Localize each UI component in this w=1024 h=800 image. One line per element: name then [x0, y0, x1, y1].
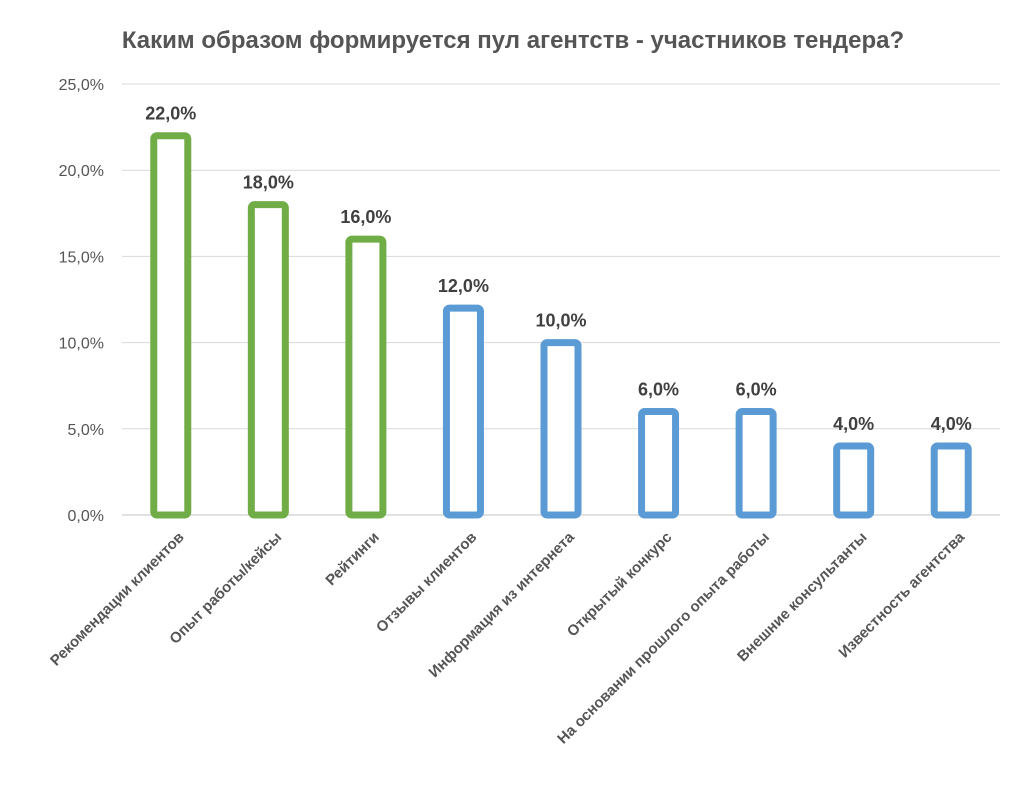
data-label: 22,0% — [145, 104, 196, 124]
bar — [540, 339, 582, 519]
data-labels: 22,0% 18,0% 16,0% 12,0% 10,0% 6,0% 6,0% 4,0% 4,0… — [145, 104, 971, 434]
data-label: 12,0% — [438, 276, 489, 296]
x-tick-label: Отзывы клиентов — [373, 529, 480, 636]
y-tick-label: 25,0% — [59, 77, 104, 94]
bar — [930, 442, 972, 519]
chart-title: Каким образом формируется пул агентств -… — [122, 27, 904, 54]
bar — [247, 201, 289, 519]
x-tick-label: Опыт работы/кейсы — [166, 529, 285, 648]
x-tick-label: На основании прошлого опыта работы — [554, 529, 773, 748]
data-label: 18,0% — [243, 173, 294, 193]
y-axis-ticks: 0,0% 5,0% 10,0% 15,0% 20,0% 25,0% — [59, 77, 104, 525]
y-tick-label: 5,0% — [68, 422, 104, 439]
data-label: 4,0% — [833, 414, 874, 434]
bar — [735, 408, 777, 519]
x-tick-label: Открытый конкурс — [564, 529, 676, 641]
y-tick-label: 15,0% — [59, 249, 104, 266]
bars — [150, 132, 972, 519]
bar — [150, 132, 192, 519]
data-label: 10,0% — [535, 311, 586, 331]
x-tick-label: Рейтинги — [322, 529, 382, 589]
data-label: 4,0% — [931, 414, 972, 434]
y-tick-label: 20,0% — [59, 163, 104, 180]
y-tick-label: 0,0% — [68, 508, 104, 525]
data-label: 16,0% — [340, 207, 391, 227]
data-label: 6,0% — [638, 380, 679, 400]
x-tick-label: Рекомендации клиентов — [47, 529, 188, 670]
y-tick-label: 10,0% — [59, 336, 104, 353]
bar — [833, 442, 875, 519]
data-label: 6,0% — [736, 380, 777, 400]
bar — [638, 408, 680, 519]
bar — [345, 235, 387, 519]
bar — [442, 304, 484, 519]
